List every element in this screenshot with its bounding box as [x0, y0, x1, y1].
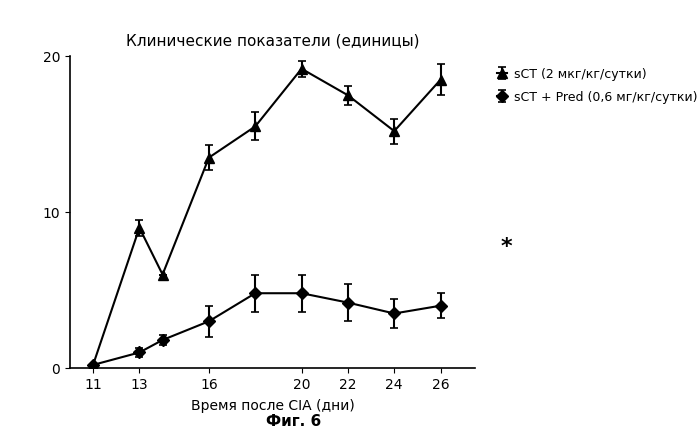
Title: Клинические показатели (единицы): Клинические показатели (единицы) [126, 33, 419, 48]
Text: *: * [501, 237, 512, 257]
X-axis label: Время после CIA (дни): Время после CIA (дни) [191, 399, 354, 413]
Text: Фиг. 6: Фиг. 6 [266, 414, 322, 429]
Legend: sCT (2 мкг/кг/сутки), sCT + Pred (0,6 мг/кг/сутки): sCT (2 мкг/кг/сутки), sCT + Pred (0,6 мг… [491, 62, 699, 109]
